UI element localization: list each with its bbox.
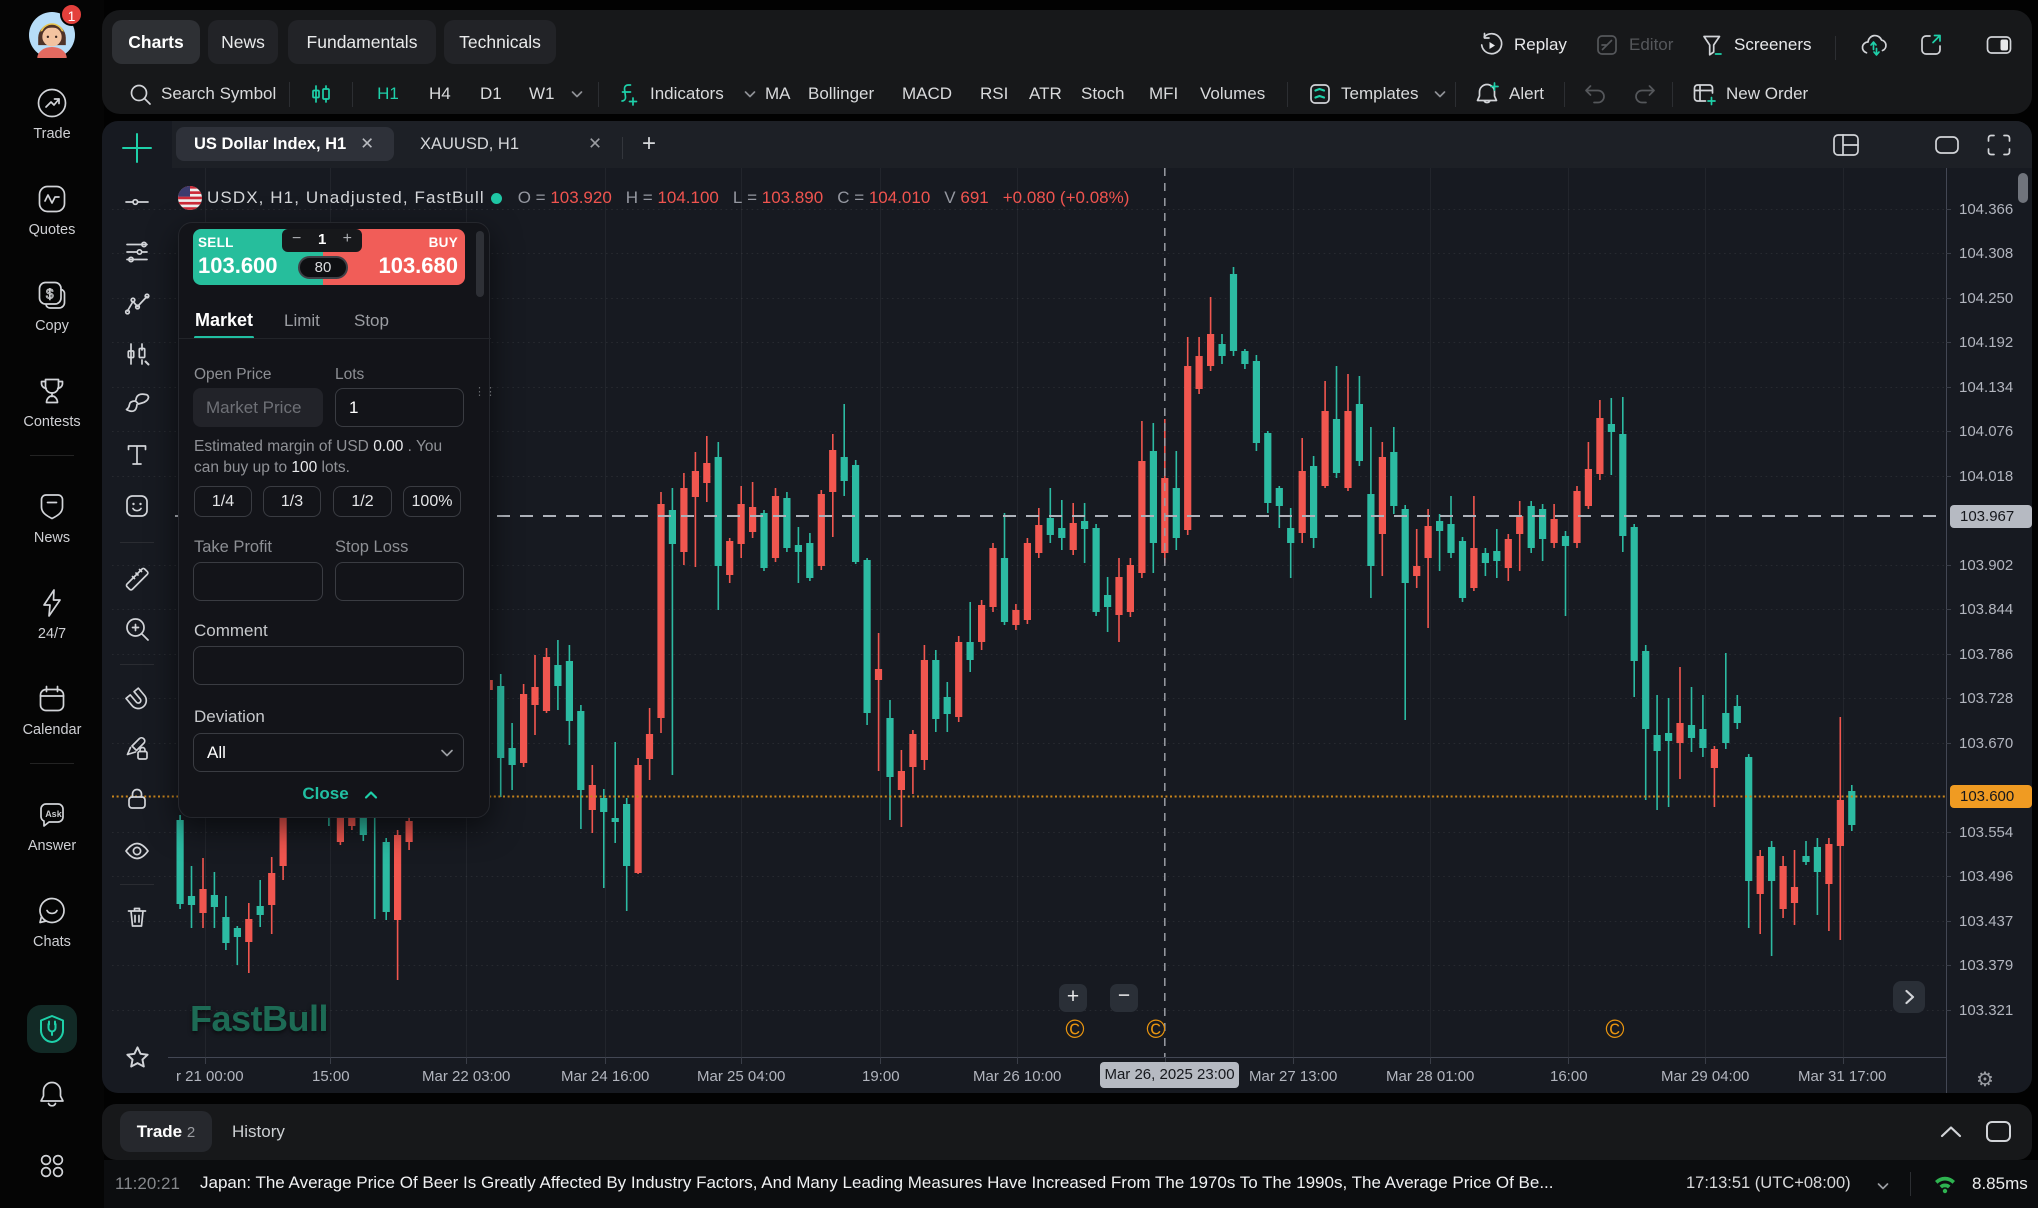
svg-text:$: $ xyxy=(46,287,54,302)
svg-text:Ask: Ask xyxy=(45,809,63,819)
